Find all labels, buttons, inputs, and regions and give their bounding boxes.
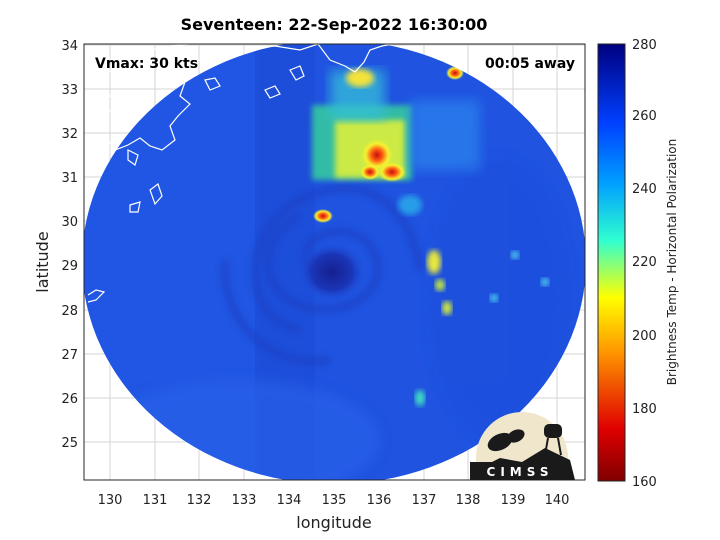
coastline-japan: [84, 44, 393, 303]
y-tick-label: 29: [61, 259, 78, 274]
time-away-annotation: 00:05 away: [485, 56, 575, 72]
colorbar-tick: 200: [632, 329, 657, 344]
y-tick-label: 27: [61, 348, 78, 363]
y-tick-label: 28: [61, 304, 78, 319]
x-tick-label: 139: [501, 493, 526, 508]
rain-bands-east: [313, 195, 549, 406]
y-tick-label: 25: [61, 436, 78, 451]
x-axis-label: longitude: [296, 513, 371, 532]
microwave-swath: [84, 44, 585, 480]
storm-eye: [298, 242, 366, 302]
y-tick-label: 26: [61, 392, 78, 407]
y-tick-label: 34: [61, 39, 78, 54]
x-tick-label: 135: [322, 493, 347, 508]
y-tick-labels: 25 26 27 28 29 30 31 32 33 34: [61, 39, 78, 451]
x-tick-label: 140: [545, 493, 570, 508]
y-tick-label: 31: [61, 171, 78, 186]
colorbar-tick: 280: [632, 38, 657, 53]
x-tick-label: 136: [367, 493, 392, 508]
axes-frame: [83, 43, 586, 481]
colorbar-label: Brightness Temp - Horizontal Polarizatio…: [665, 139, 679, 386]
colorbar-tick: 220: [632, 255, 657, 270]
colorbar-tick: 240: [632, 182, 657, 197]
colorbar-tick: 180: [632, 402, 657, 417]
x-tick-labels: 130 131 132 133 134 135 136 137 138 139 …: [98, 493, 570, 508]
cimss-logo-text: CIMSS: [487, 465, 554, 479]
x-tick-label: 133: [232, 493, 257, 508]
x-tick-label: 138: [456, 493, 481, 508]
deep-convection-north: [312, 66, 480, 182]
figure-title: Seventeen: 22-Sep-2022 16:30:00: [181, 15, 488, 34]
y-axis-label: latitude: [33, 231, 52, 292]
colorbar-tick: 160: [632, 475, 657, 490]
colorbar-gradient: [597, 43, 626, 482]
x-tick-label: 131: [143, 493, 168, 508]
y-tick-label: 32: [61, 127, 78, 142]
x-tick-label: 132: [187, 493, 212, 508]
x-tick-label: 134: [277, 493, 302, 508]
colorbar-tick: 260: [632, 109, 657, 124]
x-tick-label: 130: [98, 493, 123, 508]
vmax-annotation: Vmax: 30 kts: [95, 56, 198, 72]
colorbar: 160 180 200 220 240 260 280 Brightness T…: [597, 38, 679, 490]
y-tick-label: 33: [61, 83, 78, 98]
y-tick-label: 30: [61, 215, 78, 230]
x-tick-label: 137: [412, 493, 437, 508]
cimss-logo: CIMSS: [470, 412, 575, 480]
